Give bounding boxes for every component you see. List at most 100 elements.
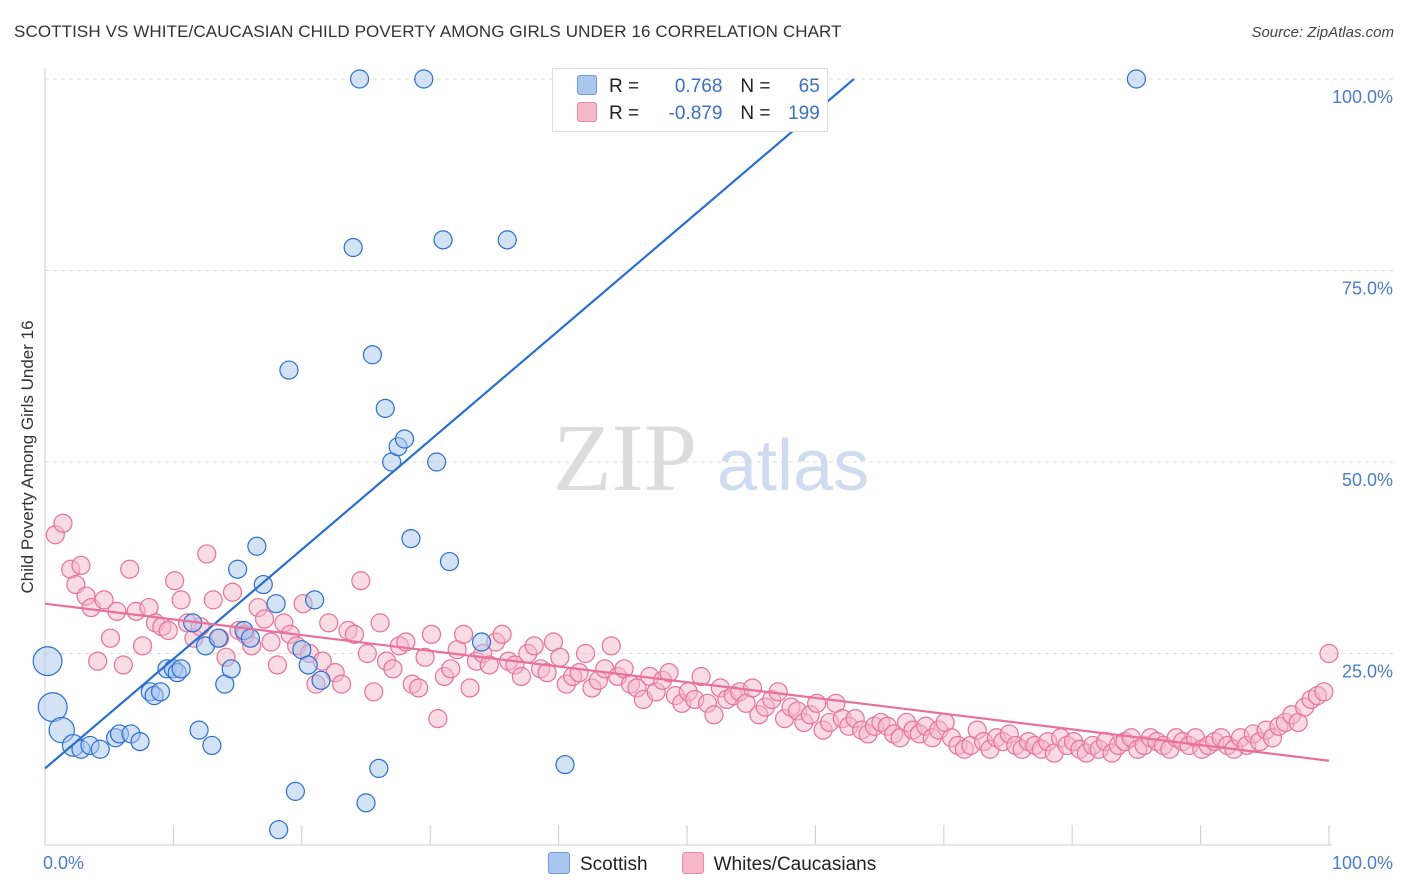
legend-r-value: 0.768 (674, 76, 723, 97)
data-point (409, 678, 429, 698)
data-point (32, 646, 63, 677)
data-point (261, 632, 281, 652)
legend-swatch-scottish (577, 75, 597, 95)
data-point (298, 655, 318, 675)
data-point (1126, 69, 1147, 89)
data-point (279, 360, 299, 380)
data-point (130, 731, 150, 752)
legend-swatch-scottish (548, 852, 570, 874)
data-point (427, 452, 447, 472)
data-point (351, 571, 371, 591)
data-point (362, 345, 383, 365)
legend-r-label: R = (609, 103, 640, 124)
data-point (1319, 643, 1339, 664)
data-point (94, 590, 114, 610)
y-tick-label: 75.0% (1342, 279, 1393, 299)
data-point (197, 544, 217, 564)
data-point (414, 69, 434, 89)
data-point (319, 613, 339, 633)
data-point (428, 709, 448, 729)
y-tick-label: 25.0% (1342, 662, 1393, 682)
data-point (100, 628, 121, 648)
data-point (332, 674, 352, 694)
data-point (158, 620, 178, 641)
data-point (357, 643, 377, 664)
data-point (254, 609, 275, 629)
grid-lines (45, 78, 1393, 654)
legend-swatch-whites (681, 852, 704, 874)
legend-row-whites: R = -0.879 N = 199 (577, 102, 820, 125)
legend-label-scottish: Scottish (580, 854, 648, 875)
data-point (228, 559, 248, 579)
data-point (369, 758, 389, 779)
data-point (356, 793, 376, 813)
legend-n-value: 199 (788, 103, 820, 124)
data-point (555, 754, 575, 775)
data-point (364, 682, 384, 702)
data-point (88, 651, 108, 671)
data-point (460, 678, 480, 698)
data-point (203, 590, 223, 610)
data-point (401, 528, 421, 549)
legend-swatch-whites (577, 102, 597, 122)
data-point (247, 536, 267, 556)
data-point (90, 739, 110, 759)
trendline-whites (44, 602, 1330, 762)
data-point (171, 659, 191, 679)
series-legend: Scottish Whites/Caucasians (548, 852, 876, 876)
data-point (742, 678, 763, 698)
data-point (150, 682, 171, 702)
watermark: ZIP atlas (553, 404, 869, 511)
data-point (497, 230, 517, 250)
data-point (285, 781, 305, 801)
data-point (171, 590, 191, 610)
trendlines (44, 78, 1330, 770)
data-point (537, 663, 557, 683)
legend-label-whites: Whites/Caucasians (713, 854, 877, 875)
legend-r-value: -0.879 (668, 103, 723, 124)
data-point (439, 551, 460, 572)
correlation-legend: R = 0.768 N = 65 R = -0.879 N = 199 (552, 68, 828, 132)
data-point (53, 513, 73, 533)
data-point (305, 590, 325, 610)
data-point (221, 659, 241, 679)
data-point (269, 820, 289, 840)
data-point (1314, 682, 1334, 702)
watermark-atlas: atlas (717, 426, 869, 506)
data-point (659, 663, 679, 683)
data-point (691, 666, 711, 687)
data-point (208, 628, 228, 648)
data-point (394, 429, 415, 449)
data-point (383, 659, 403, 679)
data-point (569, 663, 589, 683)
series-scottish-points (32, 69, 1147, 840)
data-point (370, 613, 390, 633)
y-tick-label: 50.0% (1342, 470, 1393, 490)
data-point (575, 643, 596, 664)
y-axis-label: Child Poverty Among Girls Under 16 (18, 320, 37, 593)
data-point (441, 659, 461, 679)
data-point (132, 636, 153, 656)
data-point (266, 594, 286, 614)
data-point (601, 636, 621, 656)
data-point (202, 735, 222, 756)
legend-n-value: 65 (798, 76, 820, 97)
legend-row-scottish: R = 0.768 N = 65 (577, 75, 820, 98)
data-point (524, 636, 544, 656)
data-point (550, 647, 570, 667)
chart-title: SCOTTISH VS WHITE/CAUCASIAN CHILD POVERT… (14, 22, 842, 41)
data-point (311, 670, 331, 690)
data-point (433, 230, 453, 250)
data-point (165, 571, 185, 591)
y-tick-labels: 25.0% 50.0% 75.0% 100.0% (1332, 87, 1393, 682)
data-point (421, 624, 442, 644)
data-point (349, 69, 370, 89)
data-point (415, 647, 435, 667)
data-point (453, 624, 474, 644)
legend-r-label: R = (609, 76, 640, 97)
data-point (343, 237, 363, 258)
chart-source: Source: ZipAtlas.com (1251, 24, 1394, 41)
x-tick-label-min: 0.0% (43, 853, 84, 873)
watermark-zip: ZIP (553, 404, 697, 511)
